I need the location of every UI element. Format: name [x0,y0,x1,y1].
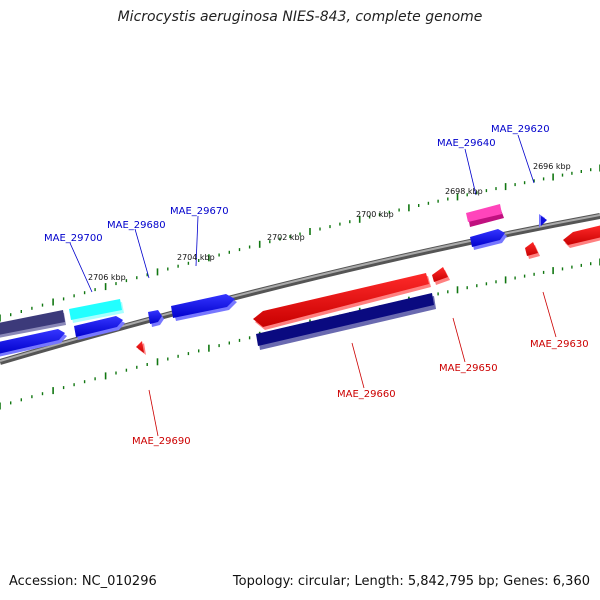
topology-label: Topology: circular; Length: 5,842,795 bp… [232,574,590,589]
gene-label-mae-29700: MAE_29700 [44,233,103,244]
gene-label-mae-29640: MAE_29640 [437,138,496,149]
gene-mae-29650[interactable] [432,267,450,285]
gene-label-mae-29630: MAE_29630 [530,339,589,350]
gene-red-right-edge[interactable] [563,225,600,248]
gene-mae-29670[interactable] [171,294,237,321]
gene-mae-29680[interactable] [148,310,164,327]
gene-mae-29630[interactable] [525,242,540,259]
gene-mae-29660[interactable] [256,293,436,350]
leader-lines [69,134,557,437]
map-title: Microcystis aeruginosa NIES-843, complet… [117,9,483,25]
scale-label-2706: 2706 kbp [88,273,126,282]
gene-mae-29620[interactable] [539,214,547,228]
gene-blue-inner-left[interactable] [0,329,67,357]
gene-slate-left[interactable] [0,310,66,338]
scale-label-2704: 2704 kbp [177,253,215,262]
gene-label-mae-29660: MAE_29660 [337,389,396,400]
scale-label-2702: 2702 kbp [267,233,305,242]
gene-label-mae-29680: MAE_29680 [107,220,166,231]
scale-label-2700: 2700 kbp [356,210,394,219]
gene-mae-29700[interactable] [69,299,124,323]
gene-blue-inner-mid[interactable] [74,316,125,340]
outer-scale-ticks [0,164,600,322]
gene-label-mae-29650: MAE_29650 [439,363,498,374]
scale-label-2696: 2696 kbp [533,162,571,171]
scale-label-2698: 2698 kbp [445,187,483,196]
gene-blue-inner-right[interactable] [470,229,507,250]
gene-label-mae-29620: MAE_29620 [491,124,550,135]
accession-label: Accession: NC_010296 [9,574,157,589]
gene-mae-29660-red[interactable] [253,273,431,330]
gene-label-mae-29670: MAE_29670 [170,206,229,217]
gene-mae-29690[interactable] [136,341,146,355]
gene-mae-29640[interactable] [466,204,504,227]
gene-label-mae-29690: MAE_29690 [132,436,191,447]
